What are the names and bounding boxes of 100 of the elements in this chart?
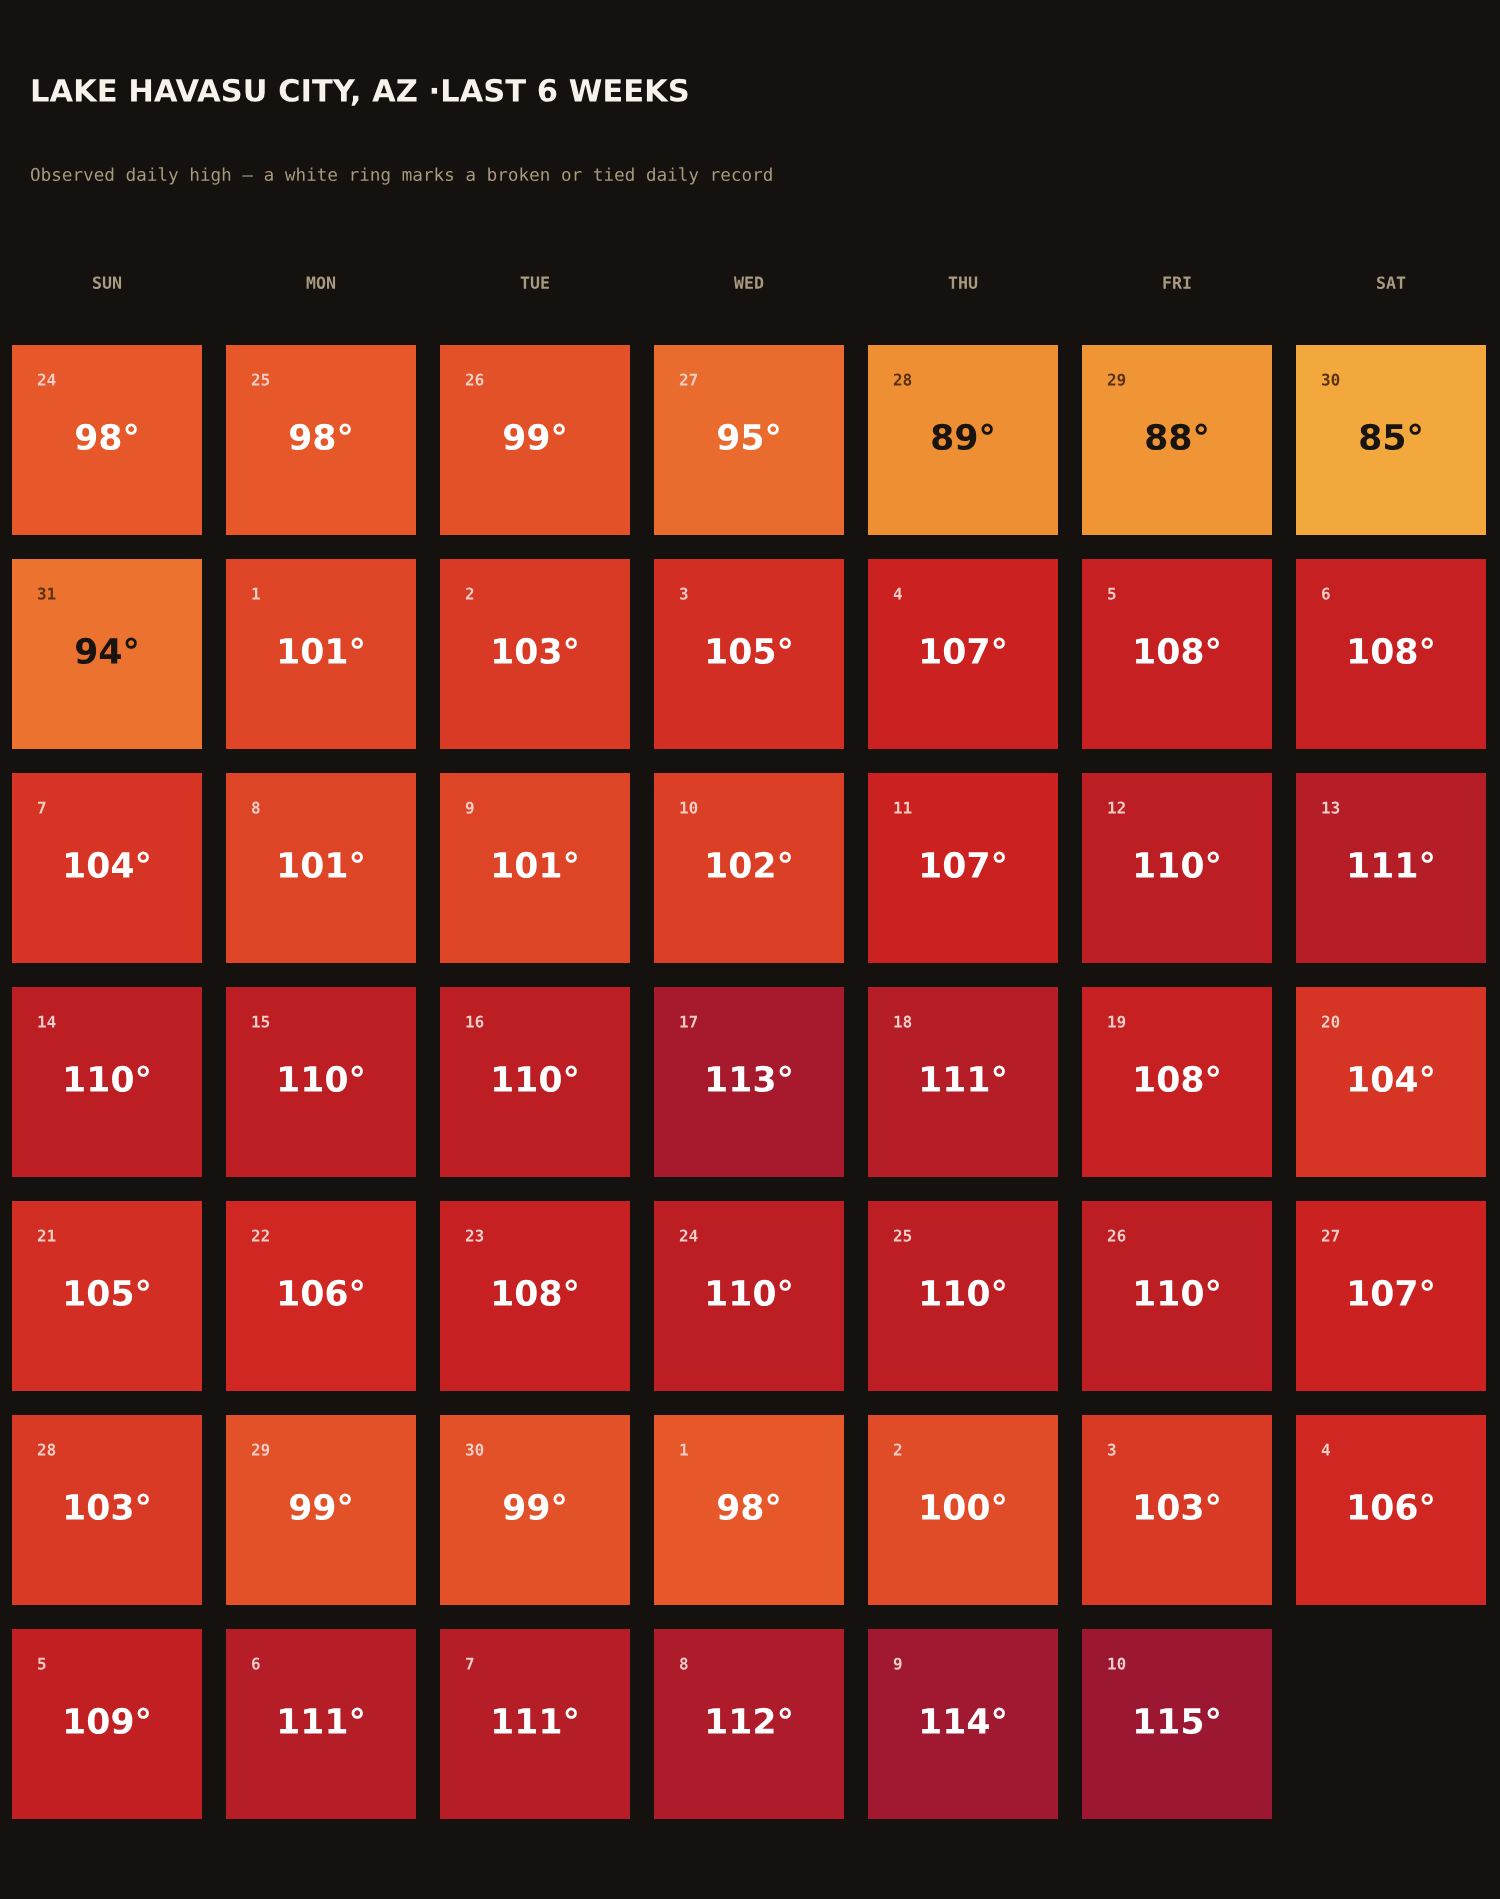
data-label: 94°: [75, 637, 137, 665]
x-tick-label: MON: [306, 276, 336, 289]
data-label: 98°: [289, 423, 351, 451]
data-label: 105°: [708, 637, 791, 665]
annotation: 2: [893, 1443, 902, 1456]
annotation: 23: [465, 1229, 484, 1242]
data-label: 110°: [1136, 851, 1219, 879]
annotation: 6: [252, 1657, 260, 1670]
annotation: 24: [679, 1229, 698, 1242]
annotation: 1: [680, 1443, 688, 1456]
annotation: 20: [1321, 1015, 1340, 1028]
x-tick-label: THU: [948, 276, 978, 289]
data-label: 110°: [1136, 1279, 1219, 1307]
annotation: 30: [1321, 373, 1340, 386]
data-label: 100°: [922, 1493, 1005, 1521]
data-label: 103°: [1136, 1493, 1219, 1521]
annotation: 7: [38, 801, 46, 814]
data-label: 99°: [289, 1493, 351, 1521]
data-label: 110°: [494, 1065, 577, 1093]
data-label: 112°: [708, 1707, 791, 1734]
data-label: 108°: [1136, 637, 1219, 665]
annotation: 7: [466, 1657, 474, 1670]
data-label: 101°: [280, 637, 363, 665]
annotation: 17: [680, 1015, 698, 1028]
annotation: 26: [465, 373, 484, 386]
annotation: 3: [679, 587, 688, 600]
data-label: 106°: [280, 1279, 363, 1307]
data-label: 110°: [922, 1279, 1005, 1307]
data-label: 114°: [922, 1707, 1005, 1734]
annotation: 8: [252, 801, 260, 814]
annotation: 29: [251, 1443, 270, 1456]
data-label: 104°: [66, 851, 149, 879]
data-label: 98°: [717, 1493, 779, 1521]
data-label: 95°: [717, 423, 779, 451]
annotation: 27: [679, 373, 698, 386]
data-label: 99°: [503, 1493, 565, 1521]
x-tick-label: TUE: [520, 276, 549, 289]
annotation: 10: [1108, 1657, 1126, 1670]
data-label: 110°: [66, 1065, 149, 1093]
annotation: 4: [1321, 1443, 1330, 1456]
data-label: 88°: [1146, 423, 1207, 451]
annotation: 30: [465, 1443, 484, 1456]
data-label: 104°: [1350, 1065, 1433, 1093]
annotation: 16: [466, 1015, 484, 1028]
data-label: 107°: [922, 637, 1005, 665]
data-label: 108°: [1136, 1065, 1219, 1093]
annotation: 5: [38, 1657, 46, 1670]
data-label: 110°: [280, 1065, 363, 1093]
data-label: 101°: [494, 851, 577, 879]
data-label: 111°: [922, 1065, 1005, 1092]
data-label: 111°: [1350, 851, 1433, 878]
x-tick-label: SAT: [1377, 276, 1406, 289]
annotation: 26: [1107, 1229, 1126, 1242]
data-label: 105°: [66, 1279, 149, 1307]
annotation: 8: [680, 1657, 688, 1670]
data-label: 111°: [494, 1707, 577, 1734]
chart-title: LAKE HAVASU CITY, AZ ·LAST 6 WEEKS: [32, 78, 688, 106]
annotation: 25: [893, 1229, 912, 1242]
annotation: 12: [1108, 801, 1125, 814]
annotation: 22: [251, 1229, 269, 1242]
annotation: 3: [1107, 1443, 1116, 1456]
data-label: 103°: [494, 637, 577, 665]
data-label: 101°: [280, 851, 363, 879]
annotation: 18: [894, 1015, 912, 1028]
annotation: 28: [37, 1443, 56, 1456]
annotation: 19: [1108, 1015, 1126, 1028]
annotation: 4: [893, 587, 902, 600]
annotation: 6: [1322, 587, 1330, 600]
data-label: 85°: [1360, 423, 1421, 451]
data-label: 102°: [708, 851, 791, 879]
annotation: 9: [465, 801, 474, 814]
annotation: 10: [680, 801, 698, 814]
data-label: 111°: [280, 1707, 363, 1734]
annotation: 25: [251, 373, 270, 386]
x-tick-label: SUN: [93, 276, 122, 289]
annotation: 27: [1321, 1229, 1340, 1242]
annotation: 28: [893, 373, 912, 386]
annotation: 31: [37, 587, 56, 600]
data-label: 108°: [494, 1279, 577, 1307]
data-label: 89°: [932, 423, 993, 451]
annotation: 21: [37, 1229, 56, 1242]
annotation: 9: [893, 1657, 902, 1670]
data-label: 107°: [1350, 1279, 1433, 1307]
data-label: 98°: [75, 423, 137, 451]
x-tick-label: FRI: [1163, 276, 1191, 289]
chart-subtitle: Observed daily high — a white ring marks a broken or tied daily record: [31, 167, 772, 185]
annotation: 13: [1322, 801, 1340, 814]
annotation: 29: [1107, 373, 1126, 386]
data-label: 106°: [1350, 1493, 1433, 1521]
data-label: 110°: [708, 1279, 791, 1307]
x-tick-label: WED: [733, 276, 764, 289]
annotation: 5: [1108, 587, 1116, 600]
annotation: 11: [894, 801, 912, 814]
annotation: 1: [252, 587, 260, 600]
annotation: 15: [252, 1015, 270, 1028]
data-label: 109°: [66, 1707, 149, 1735]
annotation: 2: [465, 587, 474, 600]
data-label: 113°: [708, 1065, 791, 1093]
data-label: 108°: [1350, 637, 1433, 665]
data-label: 115°: [1136, 1707, 1219, 1735]
